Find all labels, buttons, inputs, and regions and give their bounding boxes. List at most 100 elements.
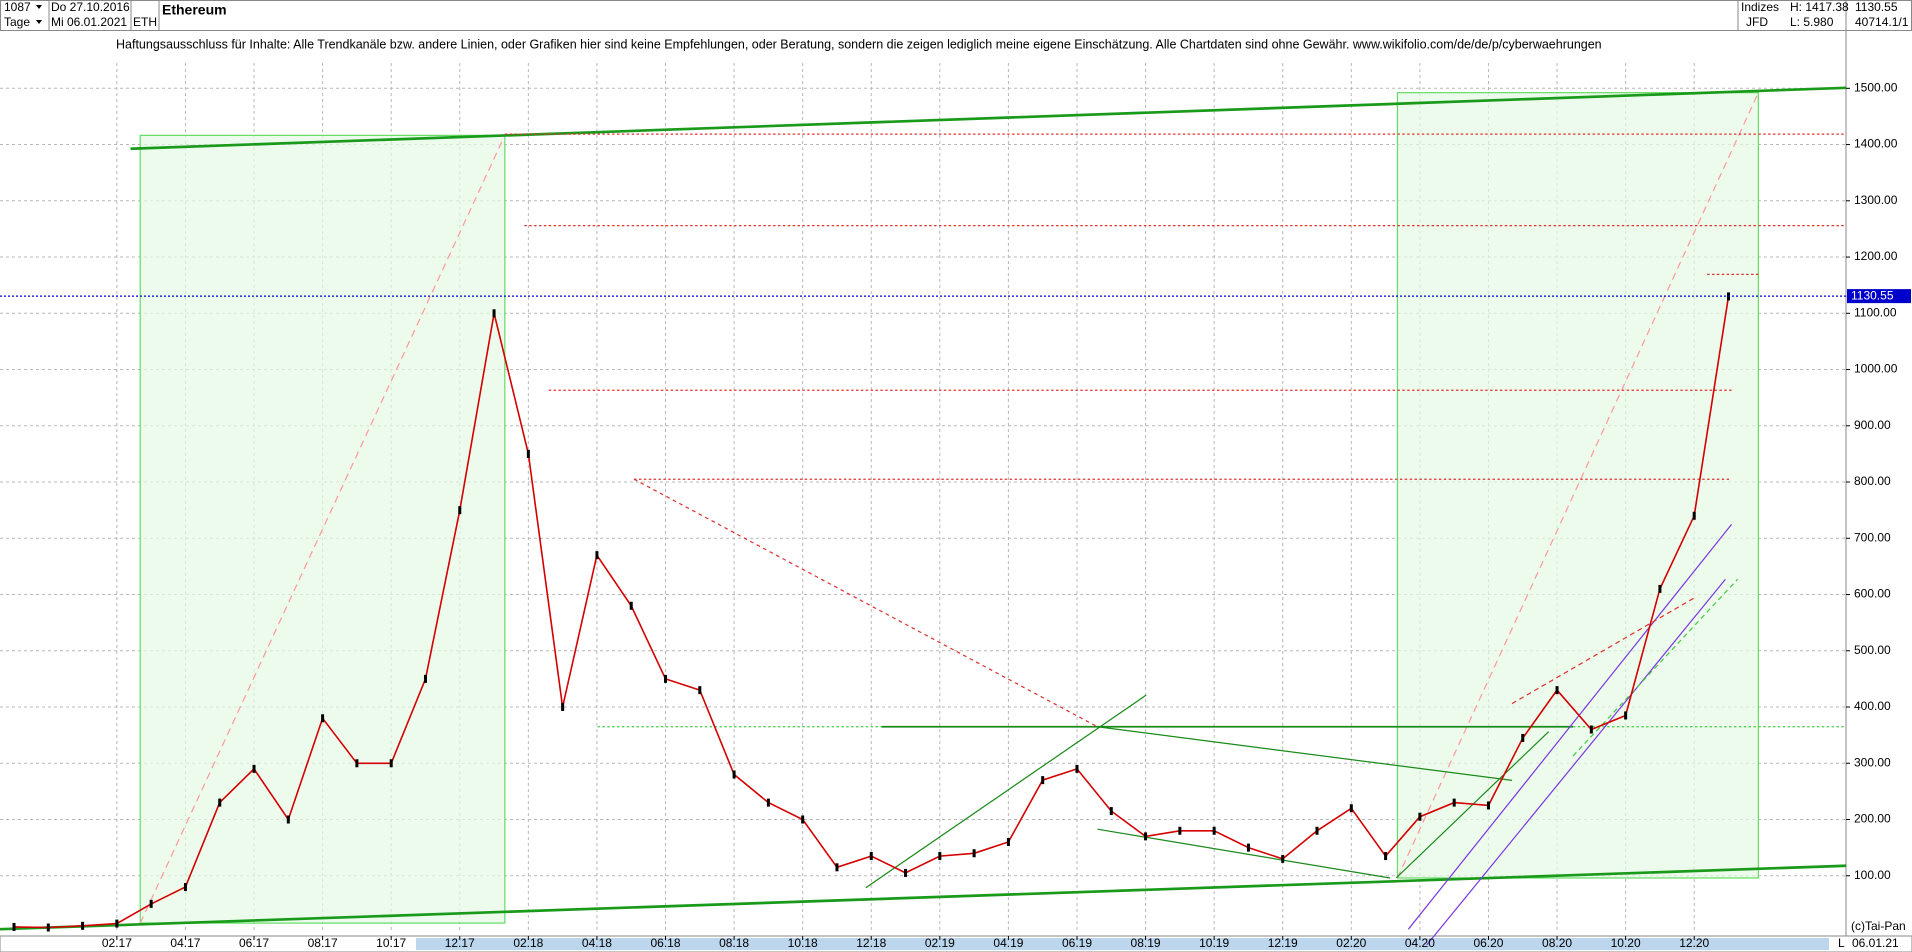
candle	[904, 868, 908, 877]
x-tick-label: 06.19	[1062, 936, 1092, 950]
candle	[1075, 764, 1079, 773]
y-tick-label: 1100.00	[1854, 305, 1897, 319]
x-tick-label: 08.20	[1542, 936, 1572, 950]
y-tick-label: 400.00	[1854, 699, 1891, 713]
dropdown-arrows[interactable]	[36, 5, 42, 24]
candle	[732, 770, 736, 779]
candle	[355, 759, 359, 768]
scale-mode[interactable]: L	[1838, 936, 1845, 950]
instrument-name: Ethereum	[162, 2, 227, 18]
x-tick-label: 02.17	[102, 936, 132, 950]
candle	[1246, 843, 1250, 852]
last: 1130.55	[1855, 0, 1898, 14]
candle	[938, 852, 942, 861]
trend	[1572, 578, 1739, 757]
trend	[1097, 828, 1391, 879]
x-tick-label: 12.18	[856, 936, 886, 950]
diagonal	[139, 135, 506, 924]
header-bar	[0, 0, 1912, 31]
candle	[869, 852, 873, 861]
to-date: Mi 06.01.2021	[51, 15, 127, 29]
candle	[1384, 852, 1388, 861]
trend-line	[0, 864, 1847, 931]
period[interactable]: Tage	[4, 15, 30, 29]
diagonal	[633, 478, 1098, 728]
y-tick-label: 1300.00	[1854, 193, 1898, 207]
high: H: 1417.38	[1790, 0, 1849, 14]
candle	[46, 923, 50, 932]
x-tick-label: 10.20	[1611, 936, 1641, 950]
candle	[321, 714, 325, 723]
candle	[561, 703, 565, 712]
candle	[389, 759, 393, 768]
x-tick-label: 10.18	[788, 936, 818, 950]
candle	[1521, 733, 1525, 742]
from-date: Do 27.10.2016	[51, 0, 130, 14]
plot	[0, 292, 1846, 932]
y-tick-label: 100.00	[1854, 868, 1891, 882]
candle	[81, 921, 85, 930]
y-tick-label: 1500.00	[1854, 80, 1898, 94]
x-tick-label: 04.19	[993, 936, 1023, 950]
candle	[1624, 711, 1628, 720]
channel	[1426, 578, 1726, 946]
candle	[1692, 511, 1696, 520]
candle	[629, 601, 633, 610]
volume: 40714.1/1	[1855, 15, 1909, 29]
candle	[595, 551, 599, 560]
y-tick-label: 200.00	[1854, 812, 1891, 826]
x-tick-label: 02.18	[513, 936, 543, 950]
candle	[492, 309, 496, 318]
candle	[1555, 686, 1559, 695]
candle	[183, 883, 187, 892]
low: L: 5.980	[1790, 15, 1834, 29]
candle	[1178, 826, 1182, 835]
drawings	[0, 86, 1847, 946]
candle	[1349, 804, 1353, 813]
candle	[1041, 776, 1045, 785]
candle	[1281, 854, 1285, 863]
scroll-range[interactable]	[416, 938, 1829, 950]
candle	[1418, 812, 1422, 821]
x-tick-label: 10.17	[376, 936, 406, 950]
candle	[149, 899, 153, 908]
x-tick-label: 08.18	[719, 936, 749, 950]
candle	[423, 674, 427, 683]
candle	[1589, 725, 1593, 734]
trend-line	[130, 86, 1847, 151]
price-label-box	[1847, 289, 1911, 304]
candle	[835, 863, 839, 872]
candle	[1658, 584, 1662, 593]
x-tick-label: 06.20	[1473, 936, 1503, 950]
x-tick-label: 08.19	[1131, 936, 1161, 950]
x-tick-label: 10.19	[1199, 936, 1229, 950]
y-tick-label: 900.00	[1854, 418, 1891, 432]
candle	[526, 449, 530, 458]
bars-count[interactable]: 1087	[4, 0, 31, 14]
candle	[1486, 801, 1490, 810]
x-tick-label: 06.18	[650, 936, 680, 950]
disclaimer: Haftungsausschluss für Inhalte: Alle Tre…	[116, 37, 1602, 51]
candle	[458, 506, 462, 515]
y-tick-label: 500.00	[1854, 643, 1891, 657]
source: JFD	[1746, 15, 1768, 29]
trend	[865, 694, 1147, 889]
x-tick-label: 04.17	[170, 936, 200, 950]
x-tick-label: 12.19	[1268, 936, 1298, 950]
candle	[972, 849, 976, 858]
y-tick-label: 700.00	[1854, 530, 1891, 544]
group: Indizes	[1741, 0, 1779, 14]
x-tick-label: 04.18	[582, 936, 612, 950]
copyright: (c)Tai-Pan	[1851, 919, 1906, 933]
trend	[1097, 726, 1513, 782]
x-tick-label: 02.20	[1336, 936, 1366, 950]
candle	[286, 815, 290, 824]
candle	[766, 798, 770, 807]
x-tick-label: 08.17	[308, 936, 338, 950]
candle	[218, 798, 222, 807]
y-tick-label: 600.00	[1854, 587, 1891, 601]
x-tick-label: 02.19	[925, 936, 955, 950]
candle	[115, 919, 119, 928]
y-tick-label: 800.00	[1854, 474, 1891, 488]
